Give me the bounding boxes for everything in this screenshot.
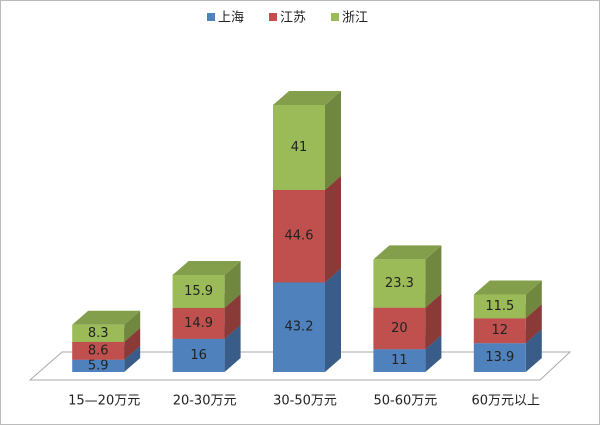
bar-top (72, 310, 141, 325)
data-label: 23.3 (385, 276, 414, 291)
data-label: 43.2 (285, 320, 314, 335)
x-tick-label: 50-60万元 (374, 394, 438, 409)
bar-front (72, 341, 125, 360)
data-label: 12 (492, 323, 509, 338)
data-label: 8.3 (88, 326, 109, 341)
bar-side (325, 175, 341, 283)
bar-front (273, 282, 325, 372)
bar-top (273, 91, 341, 105)
data-label: 41 (291, 140, 308, 155)
bar-segment (373, 245, 442, 308)
data-label: 16 (190, 348, 207, 363)
bar-front (172, 338, 225, 372)
bar-front (473, 318, 526, 344)
legend-swatch (331, 13, 339, 21)
bar-front (473, 294, 526, 319)
x-tick-label: 20-30万元 (173, 394, 237, 409)
x-tick-label: 15—20万元 (68, 394, 140, 409)
bar-side (325, 268, 341, 372)
x-tick-label: 30-50万元 (273, 394, 337, 409)
data-label: 11 (391, 353, 408, 368)
bar-side (425, 335, 442, 372)
bar-front (373, 259, 426, 308)
legend-swatch (207, 13, 215, 21)
bar-front (172, 274, 225, 308)
bar-side (425, 293, 442, 350)
bar-front (273, 189, 325, 283)
bar-side (425, 245, 442, 308)
bar-side (224, 324, 241, 372)
data-label: 15.9 (184, 284, 213, 299)
bar-front (473, 343, 526, 372)
bar-front (72, 324, 125, 342)
bar-front (172, 307, 225, 339)
bar-side (224, 293, 241, 339)
bar-side (525, 280, 542, 319)
bar-side (124, 327, 141, 360)
data-label: 20 (391, 321, 408, 336)
bar-segment (273, 91, 341, 190)
data-label: 5.9 (88, 358, 109, 373)
bar-front (273, 105, 325, 190)
legend-swatch (269, 13, 277, 21)
bar-segment (72, 310, 141, 342)
bar-side (124, 345, 141, 372)
x-tick-label: 60万元以上 (472, 394, 541, 409)
bar-top (373, 245, 442, 260)
data-label: 14.9 (184, 316, 213, 331)
data-label: 44.6 (285, 229, 314, 244)
bar-side (224, 260, 241, 308)
legend-label: 浙江 (342, 11, 368, 26)
bar-segment (172, 260, 241, 308)
bar-top (172, 260, 241, 275)
legend-label: 江苏 (280, 10, 306, 26)
bar-side (525, 304, 542, 344)
bar-side (325, 91, 341, 190)
bar-front (373, 307, 426, 350)
bar-front (72, 359, 125, 372)
bar-side (525, 329, 542, 372)
legend-label: 上海 (218, 11, 244, 26)
data-label: 13.9 (485, 350, 514, 365)
data-label: 11.5 (485, 299, 514, 314)
data-label: 8.6 (88, 343, 109, 358)
bar-front (373, 349, 426, 372)
bar-segment (473, 280, 542, 319)
bar-side (124, 310, 141, 342)
bar-top (473, 280, 542, 295)
